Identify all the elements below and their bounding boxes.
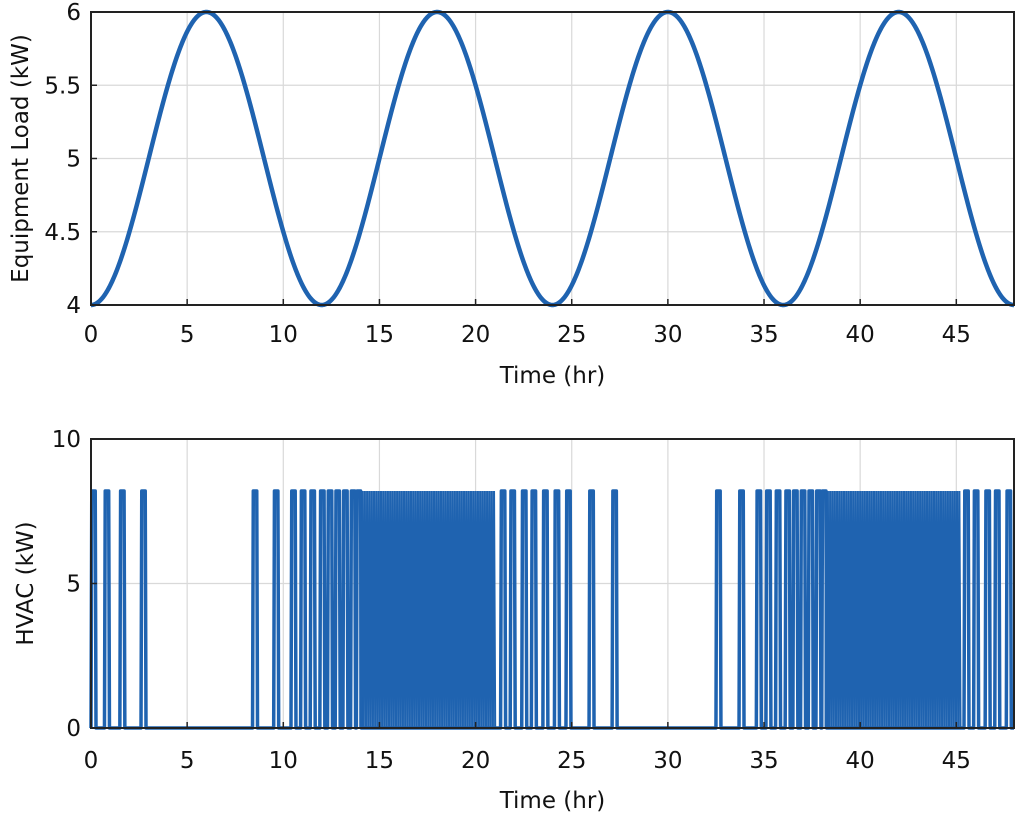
x-tick-label: 10 [269,748,298,774]
x-tick-label: 25 [557,322,586,348]
hvac-chart: 0 5 10 15 20 25 30 35 40 45 0 5 10 Time (hr) HVAC (kW) [13,427,1015,814]
y-axis-label: HVAC (kW) [13,521,39,645]
y-tick-label: 5.5 [44,73,81,99]
x-tick-label: 20 [461,748,490,774]
hvac-dense-cycling-line [824,491,962,729]
y-tick-label: 0 [66,716,81,742]
y-tick-label: 4.5 [44,220,81,246]
x-tick-label: 15 [365,322,394,348]
x-tick-label: 5 [180,322,195,348]
x-tick-label: 25 [557,748,586,774]
y-tick-label: 10 [52,427,81,453]
x-tick-label: 0 [84,322,99,348]
y-tick-label: 6 [66,0,81,26]
x-tick-label: 30 [653,748,682,774]
x-tick-label: 45 [942,322,971,348]
x-tick-label: 35 [749,322,778,348]
y-tick-label: 5 [66,147,81,173]
x-tick-label: 0 [84,748,99,774]
x-tick-label: 40 [846,748,875,774]
x-tick-label: 40 [846,322,875,348]
y-tick-label: 4 [66,293,81,319]
y-tick-label: 5 [66,572,81,598]
x-tick-label: 35 [749,748,778,774]
equipment-load-chart: 0 5 10 15 20 25 30 35 40 45 4 4.5 5 5.5 6 Time (hr) Equi… [8,0,1016,389]
x-tick-label: 20 [461,322,490,348]
x-tick-label: 10 [269,322,298,348]
y-axis-label: Equipment Load (kW) [8,34,34,283]
x-tick-label: 15 [365,748,394,774]
hvac-dense-cycling-line [359,491,497,729]
x-axis-label: Time (hr) [499,788,606,814]
x-tick-label: 5 [180,748,195,774]
x-axis-label: Time (hr) [499,363,606,389]
x-tick-label: 30 [653,322,682,348]
x-tick-label: 45 [942,748,971,774]
